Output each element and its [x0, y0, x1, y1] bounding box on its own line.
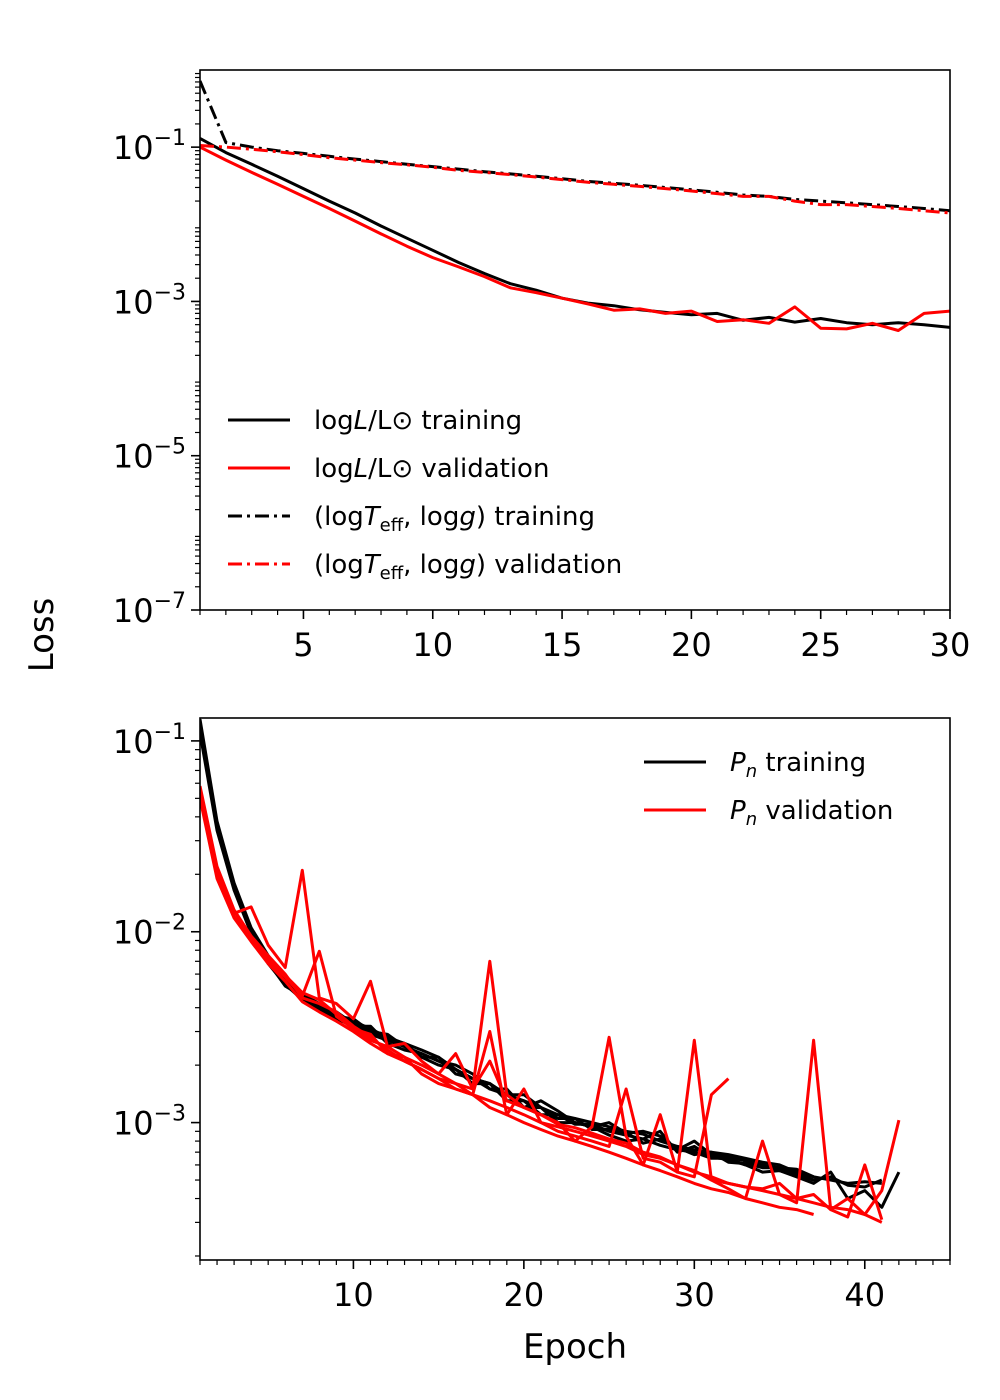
- bottom-series-group: [200, 718, 901, 1224]
- top-y-tick-label--3: 10−3: [113, 280, 186, 321]
- bottom-x-tick-label-30: 30: [674, 1276, 715, 1314]
- top-series-group: [200, 80, 950, 332]
- top-y-tick-label--5: 10−5: [113, 435, 186, 476]
- top-y-tick-label--7: 10−7: [113, 589, 186, 630]
- bottom-series-line-6: [200, 785, 883, 1224]
- bottom-y-tick-label--2: 10−2: [113, 911, 186, 952]
- top-series-line-2: [200, 145, 950, 332]
- bottom-legend-label-2: Pn validation: [730, 796, 893, 830]
- shared-y-axis-label: Loss: [22, 598, 62, 673]
- bottom-series-line-4: [200, 722, 883, 1189]
- top-x-tick-label-30: 30: [930, 626, 971, 664]
- bottom-series-line-7: [200, 790, 884, 1221]
- top-axes-frame: [199, 69, 951, 611]
- top-x-tick-label-10: 10: [412, 626, 453, 664]
- top-x-tick-label-15: 15: [542, 626, 583, 664]
- top-series-line-1: [200, 137, 950, 329]
- bottom-x-tick-label-40: 40: [844, 1276, 885, 1314]
- legend-label-1: logL/L⊙ training: [314, 406, 522, 436]
- top-x-tick-label-20: 20: [671, 626, 712, 664]
- top-series-line-3: [200, 80, 950, 213]
- bottom-x-tick-label-10: 10: [333, 1276, 374, 1314]
- legend-label-4: (logTeff, logg) validation: [314, 550, 622, 584]
- bottom-series-line-10: [200, 798, 815, 1216]
- legend-label-2: logL/L⊙ validation: [314, 454, 549, 484]
- bottom-series-line-8: [200, 794, 730, 1179]
- bottom-panel: 10 20 30 40 10−1 10−2 10−3 Epoch Pn training Pn v…: [113, 717, 951, 1367]
- bottom-y-tick-label--1: 10−1: [113, 720, 186, 761]
- bottom-legend-label-1: Pn training: [730, 748, 866, 782]
- bottom-x-tick-label-20: 20: [504, 1276, 545, 1314]
- bottom-x-axis-label: Epoch: [523, 1327, 627, 1367]
- top-x-tick-label-25: 25: [800, 626, 841, 664]
- top-x-tick-label-5: 5: [293, 626, 313, 664]
- top-y-tick-label--1: 10−1: [113, 126, 186, 167]
- top-panel: 5 10 15 20 25 30 10−1 10−3 10−5 10−7 logL/L⊙ train…: [113, 69, 971, 664]
- bottom-y-tick-label--3: 10−3: [113, 1102, 186, 1143]
- top-series-line-4: [200, 144, 950, 215]
- legend-label-3: (logTeff, logg) training: [314, 502, 595, 536]
- bottom-series-line-9: [200, 788, 901, 1216]
